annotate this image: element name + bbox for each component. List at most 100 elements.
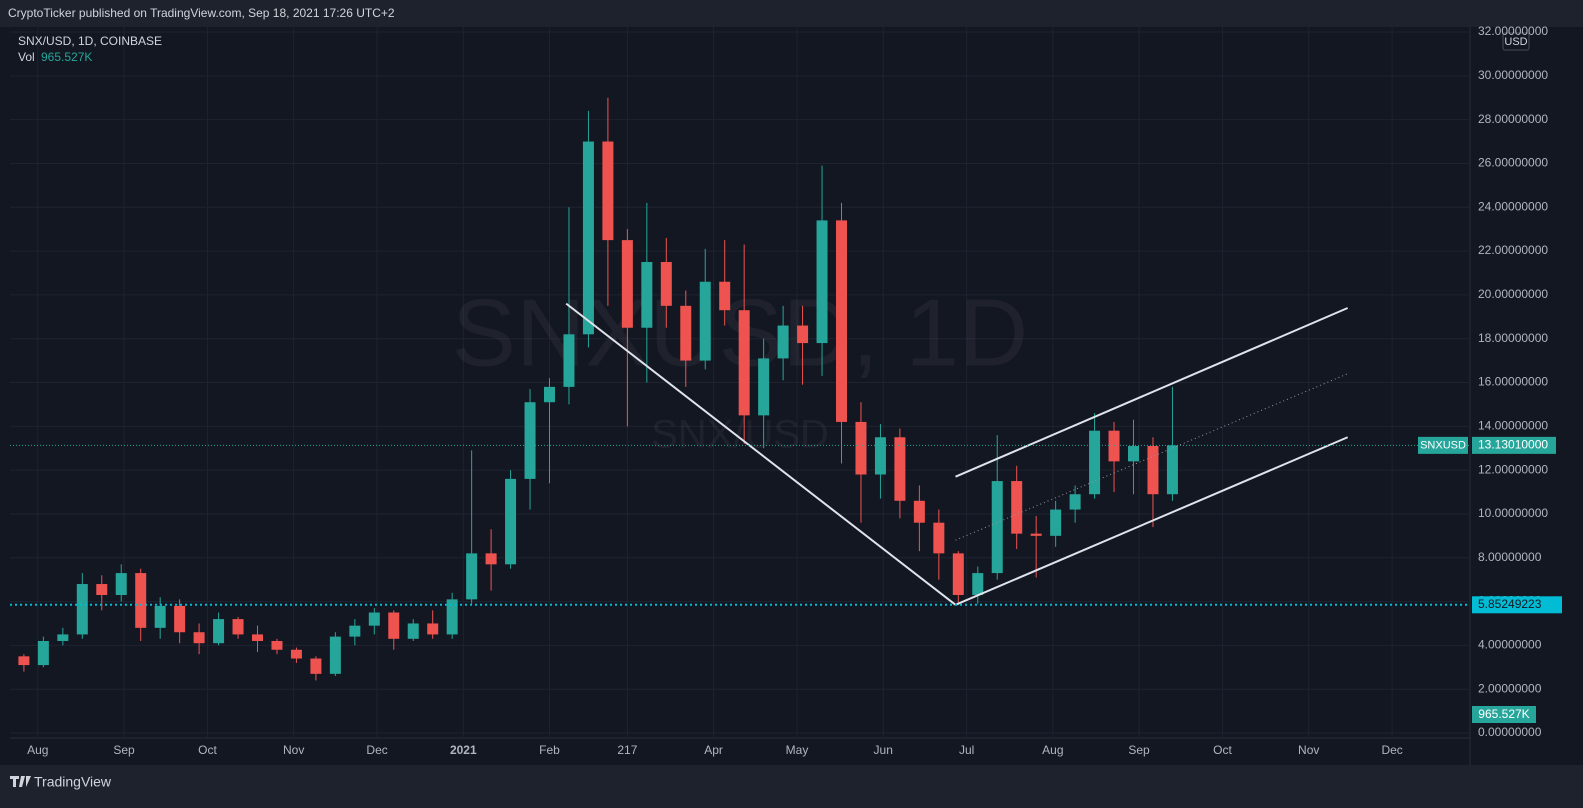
x-tick-label: May (786, 743, 809, 757)
x-tick-label: Sep (113, 743, 135, 757)
candle-body (368, 612, 380, 626)
trend-line (955, 307, 1349, 478)
trend-line (565, 302, 957, 606)
candle-body (699, 281, 711, 361)
bottom-bar (0, 765, 1583, 808)
candle-body (18, 656, 30, 666)
candle-body (1147, 446, 1159, 495)
y-tick-label: 8.00000000 (1478, 550, 1542, 564)
candle-body (388, 612, 400, 639)
volume-tag-value: 965.527K (1478, 707, 1529, 721)
candle-body (76, 584, 88, 635)
y-tick-label: 4.00000000 (1478, 638, 1542, 652)
candle-body (641, 262, 653, 328)
candle-body (524, 402, 536, 479)
candle-body (213, 619, 225, 644)
y-tick-label: 12.00000000 (1478, 462, 1548, 476)
candle-body (777, 325, 789, 359)
candle-body (1166, 445, 1178, 495)
volume-label: Vol (18, 50, 35, 64)
x-tick-label: Nov (283, 743, 304, 757)
last-price-label: 13.13010000 (1478, 438, 1548, 452)
candle-body (407, 623, 419, 639)
candle-body (952, 553, 964, 595)
publisher: CryptoTicker published on TradingView.co… (8, 6, 395, 20)
candle-body (758, 358, 770, 416)
candle-body (232, 619, 244, 635)
candle-body (252, 634, 264, 641)
candle-body (621, 240, 633, 328)
candle-body (446, 599, 458, 635)
x-tick-label: 2021 (450, 743, 477, 757)
candle-body (582, 141, 594, 335)
currency-box (1502, 32, 1530, 51)
y-tick-label: 20.00000000 (1478, 287, 1548, 301)
logo (10, 776, 31, 787)
x-tick-label: Jun (874, 743, 893, 757)
y-tick-label: 18.00000000 (1478, 331, 1548, 345)
candle-body (329, 636, 341, 674)
y-tick-label: 14.00000000 (1478, 418, 1548, 432)
watermark-symbol: SNX/USD (651, 413, 829, 457)
candle-body (602, 141, 614, 241)
candle-body (1108, 430, 1120, 462)
x-tick-label: Jul (959, 743, 974, 757)
x-tick-label: Apr (704, 743, 723, 757)
candle-body (1069, 494, 1081, 510)
symbol-info: SNX/USD, 1D, COINBASE (18, 34, 162, 48)
candle-body (563, 334, 575, 387)
top-bar (0, 0, 1583, 27)
brand: TradingView (34, 774, 112, 790)
x-tick-label: Aug (1042, 743, 1063, 757)
candle-body (816, 220, 828, 344)
y-tick-label: 22.00000000 (1478, 243, 1548, 257)
y-tick-label: 26.00000000 (1478, 156, 1548, 170)
candle-body (874, 437, 886, 475)
x-tick-label: 217 (617, 743, 637, 757)
last-price-name: SNXUSD (1420, 439, 1466, 451)
candle-body (660, 262, 672, 306)
candle-body (154, 605, 166, 628)
candle-body (797, 325, 809, 344)
candle-body (894, 437, 906, 501)
candle-body (466, 553, 478, 600)
x-tick-label: Sep (1128, 743, 1150, 757)
y-tick-label: 32.00000000 (1478, 24, 1548, 38)
trend-line (955, 373, 1348, 541)
x-tick-label: Feb (539, 743, 560, 757)
candle-body (349, 625, 361, 637)
candle-body (37, 640, 49, 666)
level-tag (1472, 596, 1562, 614)
candle-body (1050, 509, 1062, 536)
x-tick-label: Aug (27, 743, 48, 757)
volume-value: 965.527K (41, 50, 92, 64)
last-price-name-tag (1418, 436, 1468, 454)
y-tick-label: 30.00000000 (1478, 68, 1548, 82)
volume-tag (1472, 706, 1536, 723)
candle-body (719, 281, 731, 311)
candle-body (271, 640, 283, 650)
candle-body (544, 386, 556, 403)
candle-body (1128, 446, 1140, 462)
candle-body (1030, 533, 1042, 536)
y-tick-label: 10.00000000 (1478, 506, 1548, 520)
candle-body (115, 573, 127, 595)
y-tick-label: 16.00000000 (1478, 375, 1548, 389)
currency: USD (1504, 36, 1527, 48)
candle-body (738, 310, 750, 416)
candle-body (427, 623, 439, 635)
trend-line (955, 436, 1349, 606)
candle-body (836, 220, 848, 422)
candle-body (96, 584, 108, 595)
x-tick-label: Oct (198, 743, 217, 757)
candle-body (1089, 430, 1101, 495)
candle-body (174, 605, 186, 633)
candle-body (933, 522, 945, 554)
y-tick-label: 28.00000000 (1478, 112, 1548, 126)
y-tick-label: 2.00000000 (1478, 681, 1542, 695)
candle-body (135, 573, 147, 628)
candle-body (193, 632, 205, 644)
y-tick-label: 0.00000000 (1478, 725, 1542, 739)
